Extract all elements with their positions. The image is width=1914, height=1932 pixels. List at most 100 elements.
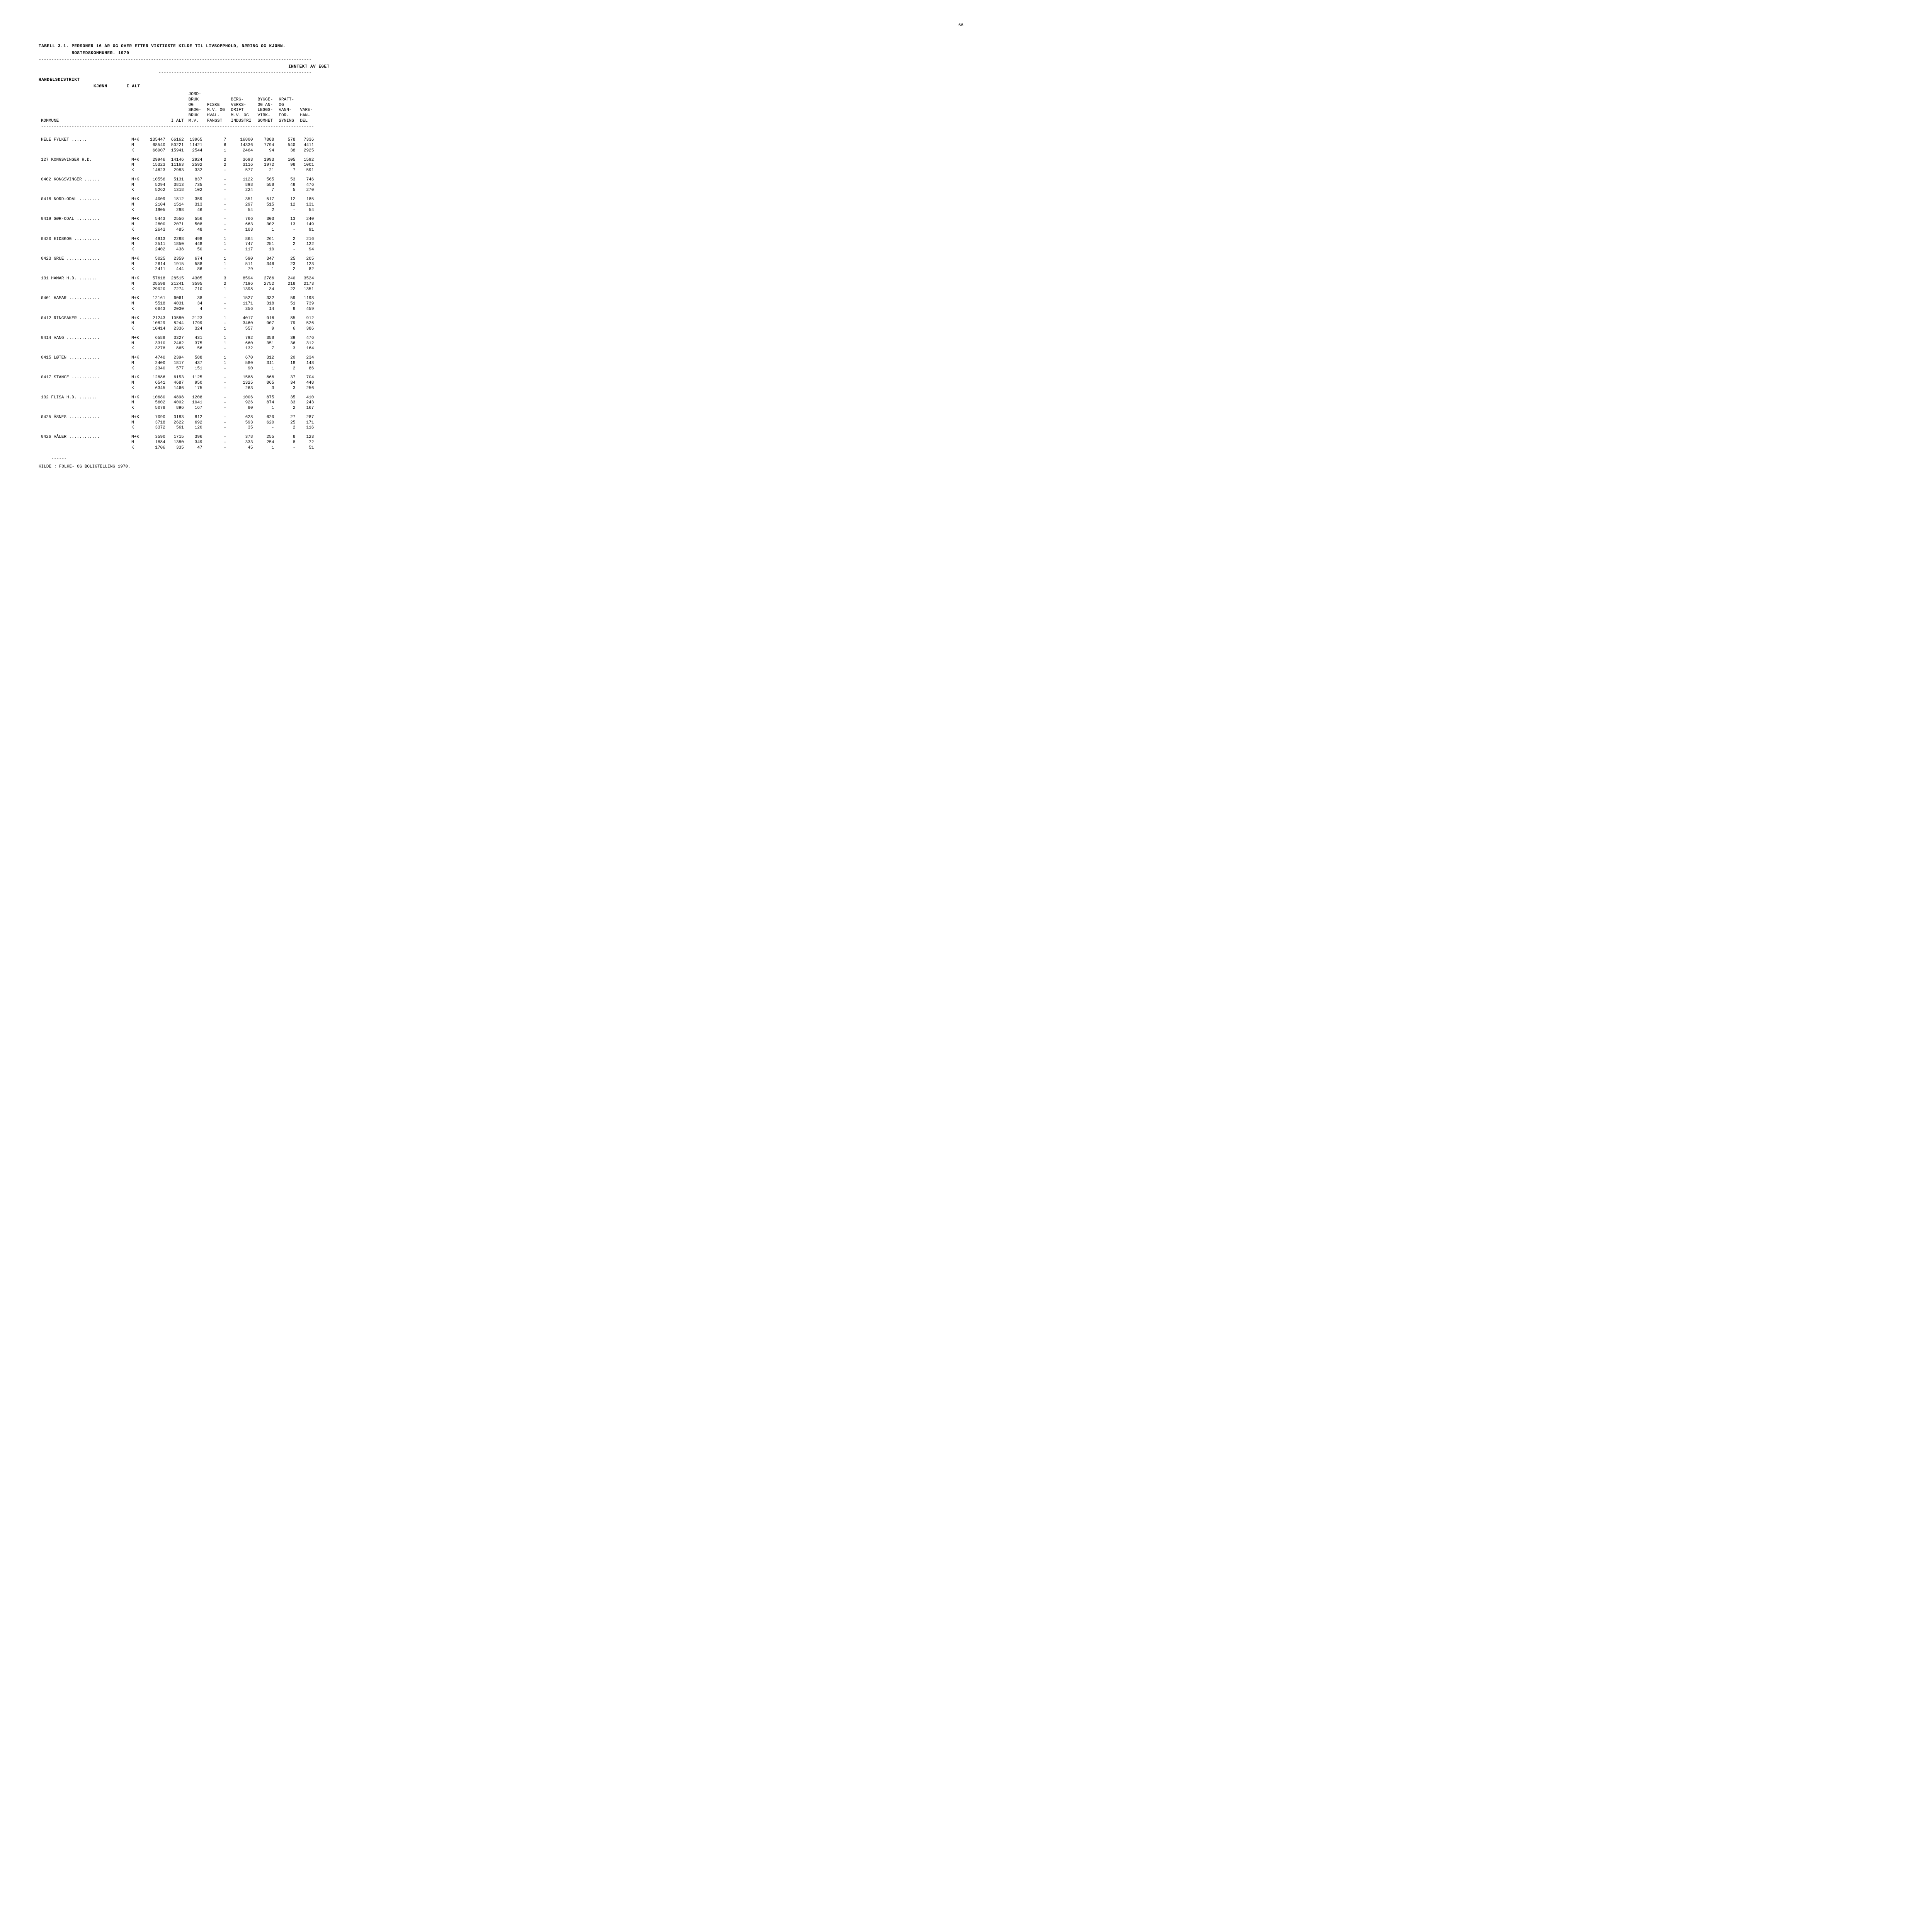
cell: 332 bbox=[255, 296, 276, 301]
row-kjonn: M+K bbox=[129, 296, 146, 301]
cell: 5 bbox=[276, 188, 298, 193]
row-label: 0401 HAMAR ............ bbox=[39, 296, 129, 301]
cell: 792 bbox=[229, 336, 255, 341]
cell: 5025 bbox=[146, 257, 168, 262]
cell: 2544 bbox=[186, 148, 205, 154]
cell: 375 bbox=[186, 341, 205, 347]
cell: - bbox=[205, 177, 229, 183]
cell: 175 bbox=[186, 386, 205, 391]
table-row: 0418 NORD-ODAL ........M+K40091812359-35… bbox=[39, 197, 316, 202]
cell: - bbox=[205, 228, 229, 233]
cell: 7888 bbox=[255, 138, 276, 143]
cell: - bbox=[276, 247, 298, 253]
cell: 50 bbox=[186, 247, 205, 253]
cell: 149 bbox=[298, 222, 316, 228]
row-label bbox=[39, 440, 129, 446]
row-kjonn: M+K bbox=[129, 257, 146, 262]
cell: 2752 bbox=[255, 282, 276, 287]
cell: 950 bbox=[186, 381, 205, 386]
cell: 218 bbox=[276, 282, 298, 287]
cell: 270 bbox=[298, 188, 316, 193]
cell: 3460 bbox=[229, 321, 255, 327]
row-label bbox=[39, 228, 129, 233]
cell: - bbox=[276, 228, 298, 233]
cell: 123 bbox=[298, 435, 316, 440]
cell: 51 bbox=[276, 301, 298, 307]
cell: 1001 bbox=[298, 163, 316, 168]
col-kommune: KOMMUNE bbox=[39, 92, 129, 125]
table-row: K2902072747101139834221351 bbox=[39, 287, 316, 293]
cell: 38 bbox=[186, 296, 205, 301]
cell: 3183 bbox=[168, 415, 186, 420]
table-title-line1: TABELL 3.1. PERSONER 16 ÅR OG OVER ETTER… bbox=[39, 44, 1883, 49]
cell: 865 bbox=[168, 346, 186, 352]
cell: 2462 bbox=[168, 341, 186, 347]
cell: 8 bbox=[276, 307, 298, 312]
table-row: M21041514313-29751512131 bbox=[39, 202, 316, 208]
col-kraft: KRAFT- OG VANN- FOR- SYNING bbox=[276, 92, 298, 125]
row-label bbox=[39, 287, 129, 293]
cell: - bbox=[205, 296, 229, 301]
cell: 102 bbox=[186, 188, 205, 193]
cell: 10580 bbox=[168, 316, 186, 321]
cell: 34 bbox=[255, 287, 276, 293]
header-left2: KJØNN I ALT bbox=[39, 84, 1883, 90]
cell: - bbox=[205, 435, 229, 440]
cell: 11421 bbox=[186, 143, 205, 148]
cell: 704 bbox=[298, 375, 316, 381]
header-right: INNTEKT AV EGET bbox=[39, 65, 1883, 70]
cell: - bbox=[205, 400, 229, 406]
cell: 1325 bbox=[229, 381, 255, 386]
cell: 122 bbox=[298, 242, 316, 247]
cell: 303 bbox=[255, 217, 276, 222]
cell: 476 bbox=[298, 183, 316, 188]
cell: 39 bbox=[276, 336, 298, 341]
row-kjonn: M bbox=[129, 163, 146, 168]
cell: 812 bbox=[186, 415, 205, 420]
rule-inner1: ----------------------------------------… bbox=[39, 71, 1883, 76]
row-label bbox=[39, 406, 129, 411]
cell: - bbox=[205, 202, 229, 208]
cell: 57618 bbox=[146, 276, 168, 282]
cell: 5443 bbox=[146, 217, 168, 222]
cell: 35 bbox=[276, 395, 298, 401]
cell: 485 bbox=[168, 228, 186, 233]
cell: 3310 bbox=[146, 341, 168, 347]
cell: 21243 bbox=[146, 316, 168, 321]
cell: 2336 bbox=[168, 327, 186, 332]
cell: 86 bbox=[298, 366, 316, 372]
cell: 1 bbox=[205, 148, 229, 154]
cell: 9 bbox=[255, 327, 276, 332]
cell: 6541 bbox=[146, 381, 168, 386]
table-row: K5078896167-8012167 bbox=[39, 406, 316, 411]
cell: 10 bbox=[255, 247, 276, 253]
cell: 1 bbox=[205, 336, 229, 341]
cell: 347 bbox=[255, 257, 276, 262]
cell: 1915 bbox=[168, 262, 186, 267]
table-row: K241144486-791282 bbox=[39, 267, 316, 272]
cell: 2 bbox=[276, 366, 298, 372]
cell: 34 bbox=[276, 381, 298, 386]
row-label: 131 HAMAR H.D. ....... bbox=[39, 276, 129, 282]
row-kjonn: M bbox=[129, 381, 146, 386]
table-row: K63451466175-26333256 bbox=[39, 386, 316, 391]
cell: 2 bbox=[205, 158, 229, 163]
cell: 2104 bbox=[146, 202, 168, 208]
cell: 54 bbox=[298, 208, 316, 213]
cell: 12161 bbox=[146, 296, 168, 301]
cell: 508 bbox=[186, 222, 205, 228]
cell: 7 bbox=[205, 138, 229, 143]
cell: 251 bbox=[255, 242, 276, 247]
table-row: 0414 VANG .............M+K65883327431179… bbox=[39, 336, 316, 341]
cell: 20 bbox=[276, 355, 298, 361]
cell: 4740 bbox=[146, 355, 168, 361]
cell: 6588 bbox=[146, 336, 168, 341]
row-label bbox=[39, 386, 129, 391]
cell: 4017 bbox=[229, 316, 255, 321]
cell: 1171 bbox=[229, 301, 255, 307]
cell: 1 bbox=[205, 242, 229, 247]
cell: 318 bbox=[255, 301, 276, 307]
row-label: 0426 VÅLER ............ bbox=[39, 435, 129, 440]
cell: - bbox=[255, 425, 276, 431]
cell: 875 bbox=[255, 395, 276, 401]
